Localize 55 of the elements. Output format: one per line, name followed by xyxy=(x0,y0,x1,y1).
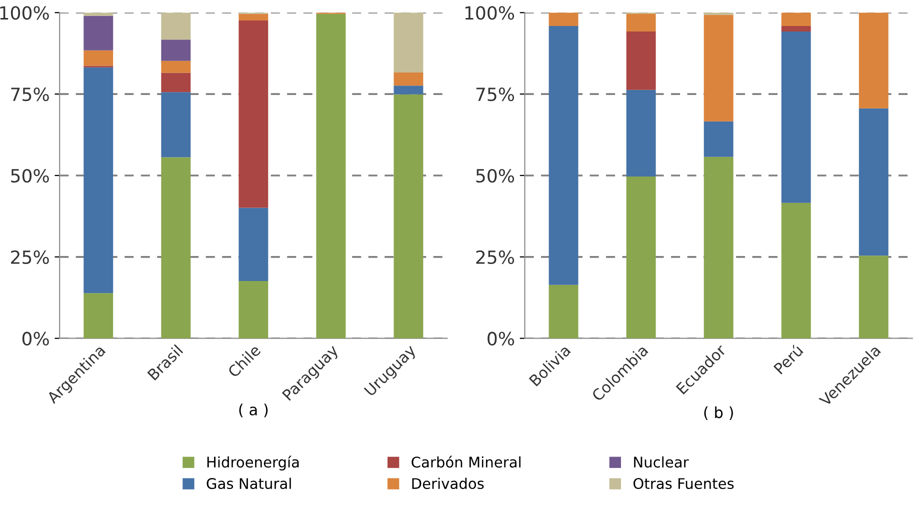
y-tick-label: 100% xyxy=(465,6,514,20)
legend-label: Carbón Mineral xyxy=(412,456,520,468)
bar xyxy=(161,40,191,61)
bar xyxy=(84,12,114,16)
bar xyxy=(84,293,114,338)
bar xyxy=(161,157,191,338)
bar xyxy=(704,14,734,122)
y-tick-label: 25% xyxy=(476,250,514,264)
bar xyxy=(394,94,424,338)
bar xyxy=(161,92,191,158)
bar xyxy=(84,67,114,294)
x-axis-title: ( a ) xyxy=(239,404,268,418)
legend-label: Gas Natural xyxy=(206,478,291,490)
bar xyxy=(394,12,424,73)
bar xyxy=(238,208,268,282)
bar xyxy=(84,16,114,50)
bar xyxy=(704,121,734,157)
bar xyxy=(626,90,656,176)
bar xyxy=(781,32,811,203)
bar xyxy=(781,12,811,26)
bar xyxy=(858,108,888,256)
bar xyxy=(161,60,191,73)
bar xyxy=(626,176,656,338)
bar xyxy=(84,50,114,66)
y-tick-label: 0% xyxy=(22,332,49,346)
bar xyxy=(548,284,578,338)
x-axis-title: ( b ) xyxy=(704,406,733,420)
bar xyxy=(626,32,656,90)
legend-label: Nuclear xyxy=(634,456,689,468)
y-tick-label: 50% xyxy=(476,168,514,183)
bar xyxy=(548,26,578,285)
bar xyxy=(394,86,424,94)
bar xyxy=(238,20,268,208)
bar xyxy=(316,14,346,338)
bar xyxy=(161,72,191,92)
bar xyxy=(238,14,268,20)
y-tick-label: 25% xyxy=(11,250,49,264)
bar xyxy=(781,202,811,338)
y-tick-label: 100% xyxy=(0,6,49,20)
bar xyxy=(548,12,578,26)
bar xyxy=(704,156,734,338)
legend-label: Hidroenergía xyxy=(207,456,299,470)
bar xyxy=(161,12,191,40)
y-tick-label: 75% xyxy=(11,88,49,102)
bar xyxy=(238,281,268,338)
bar xyxy=(781,26,811,32)
bar xyxy=(858,12,888,108)
y-tick-label: 0% xyxy=(488,332,514,346)
bar xyxy=(394,72,424,86)
bar xyxy=(626,14,656,32)
legend-label: Derivados xyxy=(412,478,484,490)
legend-label: Otras Fuentes xyxy=(633,478,734,490)
y-tick-label: 50% xyxy=(11,168,49,183)
y-tick-label: 75% xyxy=(476,88,514,102)
bar xyxy=(858,256,888,338)
